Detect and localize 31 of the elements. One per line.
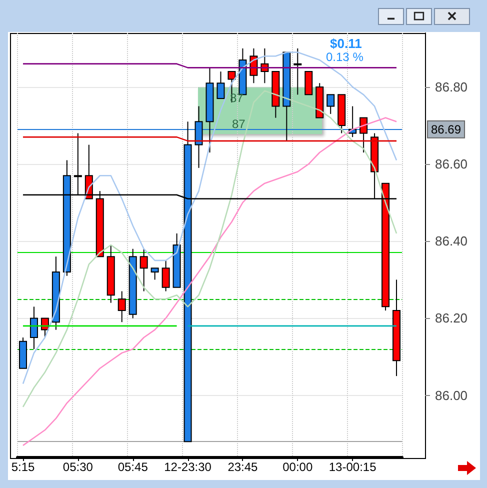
x-tick-label: 05:45 (118, 460, 148, 474)
candlestick (326, 94, 335, 114)
candlestick (118, 290, 126, 323)
y-tick-label: 86.00 (435, 388, 468, 403)
candlestick (40, 318, 49, 338)
x-tick-label: 12-23:30 (164, 460, 212, 474)
candlestick (140, 248, 148, 292)
y-tick-label: 86.60 (435, 156, 468, 172)
candlestick (150, 268, 159, 280)
candlestick (360, 117, 368, 153)
candlestick (304, 71, 313, 96)
candlestick (194, 106, 203, 168)
annotation: 87 (232, 117, 246, 131)
line-series (22, 52, 398, 384)
x-tick-label: 23:45 (228, 460, 258, 474)
y-tick-label: 86.20 (435, 310, 468, 326)
candlestick (216, 71, 225, 100)
x-tick-label: 00:00 (282, 460, 313, 474)
annotation: 0.13 % (326, 50, 364, 64)
line-series (22, 90, 398, 408)
y-tick-label: 86.80 (435, 79, 468, 94)
annotation: $0.11 (330, 36, 362, 51)
candlestick (162, 260, 170, 292)
y-tick-label: 86.40 (435, 234, 468, 249)
x-tick-label: 13-00:15 (328, 460, 377, 474)
x-tick-label: 5:15 (11, 460, 35, 474)
line-series (22, 117, 398, 446)
candlestick (30, 306, 38, 350)
x-tick-label: 05:30 (62, 460, 94, 474)
ref-line-label: 86.69 (431, 122, 462, 136)
candlestick (294, 48, 302, 96)
